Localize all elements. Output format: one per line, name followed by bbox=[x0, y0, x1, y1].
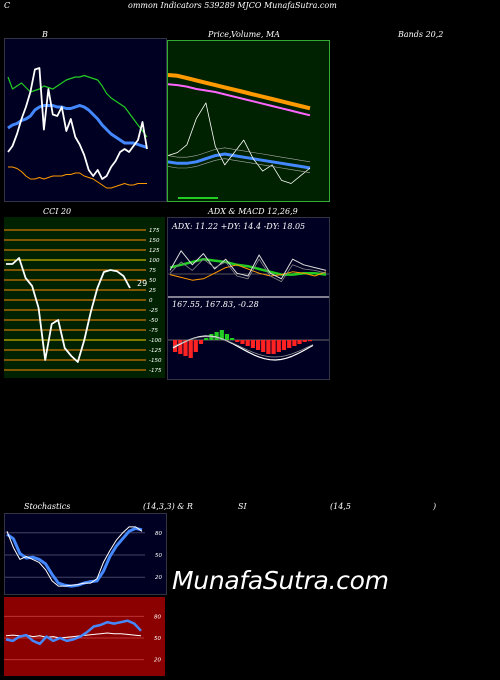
rsi-panel: 80 50 20 bbox=[4, 597, 165, 676]
bollinger-panel bbox=[4, 38, 167, 202]
macd-values: 167.55, 167.83, -0.28 bbox=[172, 300, 259, 309]
cci-label: CCI 20 bbox=[43, 207, 72, 216]
stoch-series-2 bbox=[6, 526, 143, 587]
macd-histogram-bar bbox=[281, 340, 287, 350]
stoch-title: Stochastics bbox=[24, 502, 71, 511]
cci-tick-label: -175 bbox=[149, 368, 162, 374]
macd-histogram-bar bbox=[214, 332, 219, 340]
macd-histogram-bar bbox=[178, 340, 183, 354]
macd-histogram-bar bbox=[307, 340, 312, 342]
cci-tick-label: -125 bbox=[149, 348, 162, 354]
macd-histogram-bar bbox=[235, 340, 240, 342]
cci-line bbox=[6, 257, 131, 363]
rsi-series-2 bbox=[5, 619, 142, 646]
si-close: ) bbox=[433, 502, 437, 511]
macd-histogram-bar bbox=[224, 334, 230, 340]
si-params: (14,5 bbox=[330, 502, 351, 511]
cci-tick-label: 125 bbox=[149, 248, 160, 254]
cci-value-label: 29 bbox=[137, 279, 147, 288]
adx-macd-panel: ADX: 11.22 +DY: 14.4 -DY: 18.05 167.55, … bbox=[167, 217, 330, 380]
rsi-tick-label: 80 bbox=[154, 614, 161, 620]
price-series-4 bbox=[168, 102, 311, 184]
adx-series-4 bbox=[169, 258, 327, 282]
macd-histogram-bar bbox=[266, 340, 271, 354]
cci-chart: 175 150 125 100 75 50 25 0 -25 -50 -75 -100 -125 -150… bbox=[4, 228, 162, 374]
cci-tick-label: -100 bbox=[149, 338, 162, 344]
macd-histogram-bar bbox=[261, 340, 266, 352]
stoch-tick-label: 50 bbox=[155, 553, 162, 559]
bollinger-series-2 bbox=[7, 104, 148, 149]
cci-tick-label: -50 bbox=[149, 318, 158, 324]
macd-histogram-bar bbox=[240, 340, 245, 344]
price-series-3 bbox=[168, 152, 311, 170]
cci-tick-label: 150 bbox=[149, 238, 160, 244]
bollinger-chart bbox=[7, 67, 148, 189]
price-chart bbox=[168, 73, 311, 199]
stochastics-chart: 80 50 20 bbox=[5, 526, 162, 588]
b-panel-label: B bbox=[42, 30, 48, 39]
cci-tick-label: 100 bbox=[149, 258, 160, 264]
stoch-params: (14,3,3) & R bbox=[143, 502, 193, 511]
adx-macd-chart bbox=[168, 250, 329, 361]
price-overlap-label: Volume, MA bbox=[231, 30, 280, 39]
macd-histogram-bar bbox=[188, 340, 193, 358]
macd-signal-line bbox=[172, 336, 314, 358]
price-panel bbox=[167, 40, 330, 202]
rsi-chart: 80 50 20 bbox=[4, 614, 161, 664]
adx-series-1 bbox=[169, 257, 327, 276]
rsi-tick-label: 20 bbox=[154, 658, 161, 664]
stoch-tick-label: 80 bbox=[155, 531, 162, 537]
macd-histogram-bar bbox=[276, 340, 281, 352]
adx-series-3 bbox=[169, 250, 327, 280]
macd-histogram-bar bbox=[245, 340, 250, 346]
price-series-1 bbox=[168, 73, 311, 111]
rsi-tick-label: 50 bbox=[154, 636, 161, 642]
si-title: SI bbox=[238, 502, 247, 511]
price-series-2 bbox=[168, 83, 311, 117]
macd-histogram-bar bbox=[297, 340, 302, 344]
bands-label: Bands 20,2 bbox=[398, 30, 444, 39]
macd-histogram-bar bbox=[230, 338, 235, 340]
bollinger-series-3 bbox=[8, 166, 147, 189]
adx-series-2 bbox=[169, 264, 327, 281]
cci-tick-label: 50 bbox=[149, 278, 156, 284]
macd-histogram-bar bbox=[198, 340, 204, 344]
macd-histogram-bar bbox=[219, 330, 224, 340]
corner-letter: C bbox=[4, 1, 11, 10]
cci-tick-label: 25 bbox=[149, 288, 156, 294]
price-label: Price, bbox=[208, 30, 232, 39]
macd-histogram-bar bbox=[287, 340, 292, 348]
stochastics-panel: 80 50 20 bbox=[4, 513, 167, 595]
macd-histogram-bar bbox=[250, 340, 255, 348]
price-band-upper bbox=[168, 147, 311, 163]
adx-values: ADX: 11.22 +DY: 14.4 -DY: 18.05 bbox=[172, 222, 306, 231]
macd-histogram-bar bbox=[302, 340, 307, 342]
cci-tick-label: -150 bbox=[149, 358, 162, 364]
adx-macd-label: ADX & MACD 12,26,9 bbox=[208, 207, 298, 216]
macd-histogram-bar bbox=[193, 340, 198, 352]
stoch-tick-label: 20 bbox=[155, 575, 162, 581]
macd-histogram-bar bbox=[292, 340, 297, 346]
cci-panel: 175 150 125 100 75 50 25 0 -25 -50 -75 -100 -125 -150… bbox=[4, 217, 165, 378]
macd-histogram-bar bbox=[271, 340, 276, 354]
cci-tick-label: -25 bbox=[149, 308, 158, 314]
cci-tick-label: -75 bbox=[149, 328, 158, 334]
page-title: ommon Indicators 539289 MJCO MunafaSutra… bbox=[128, 1, 337, 10]
bollinger-series-4 bbox=[7, 67, 148, 180]
price-band-lower bbox=[168, 158, 311, 173]
cci-tick-label: 75 bbox=[149, 268, 156, 274]
macd-histogram-bar bbox=[183, 340, 188, 356]
macd-histogram-bar bbox=[256, 340, 261, 350]
cci-tick-label: 0 bbox=[149, 298, 153, 304]
cci-tick-label: 175 bbox=[149, 228, 160, 234]
volume-bar bbox=[178, 197, 218, 199]
watermark: MunafaSutra.com bbox=[172, 566, 389, 595]
macd-histogram-bar bbox=[204, 338, 209, 340]
